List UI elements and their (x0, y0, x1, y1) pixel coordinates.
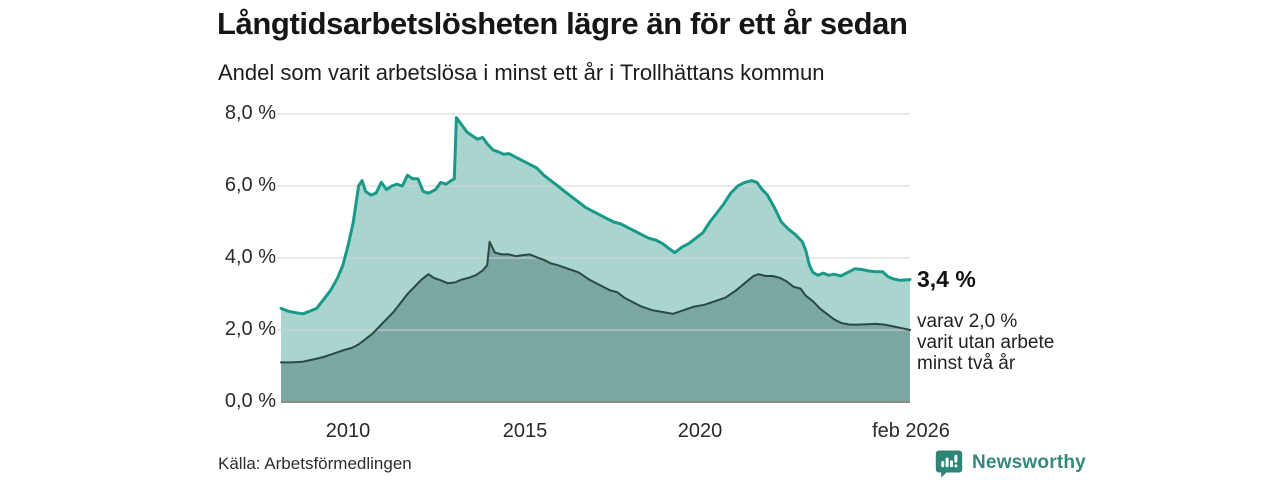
end-note-line: varav 2,0 % (917, 311, 1018, 332)
x-axis-tick-label: feb 2026 (872, 420, 950, 442)
x-axis-tick-label: 2010 (325, 420, 371, 442)
twoyear-area (281, 241, 910, 402)
end-note-line: varit utan arbete (917, 332, 1055, 353)
total-line (279, 116, 912, 316)
newsworthy-logo[interactable]: Newsworthy (934, 448, 1086, 478)
end-note-line: minst två år (917, 353, 1016, 374)
newsworthy-bubble-chart-icon (935, 450, 963, 478)
y-axis-tick-label: 2,0 % (224, 318, 276, 340)
y-axis-tick-label: 8,0 % (224, 102, 276, 124)
twoyear-line (280, 240, 911, 364)
x-axis-tick-label: 2015 (502, 420, 548, 442)
page-title: Långtidsarbetslösheten lägre än för ett … (217, 6, 908, 41)
y-axis-tick-label: 4,0 % (224, 246, 276, 268)
chart-subtitle: Andel som varit arbetslösa i minst ett å… (218, 60, 825, 85)
newsworthy-wordmark: Newsworthy (972, 452, 1086, 473)
x-axis-tick-label: 2020 (677, 420, 723, 442)
source-credit: Källa: Arbetsförmedlingen (218, 454, 412, 473)
y-axis-tick-label: 0,0 % (224, 390, 276, 412)
y-axis-tick-label: 6,0 % (224, 174, 276, 196)
end-value-label: 3,4 % (917, 266, 976, 292)
